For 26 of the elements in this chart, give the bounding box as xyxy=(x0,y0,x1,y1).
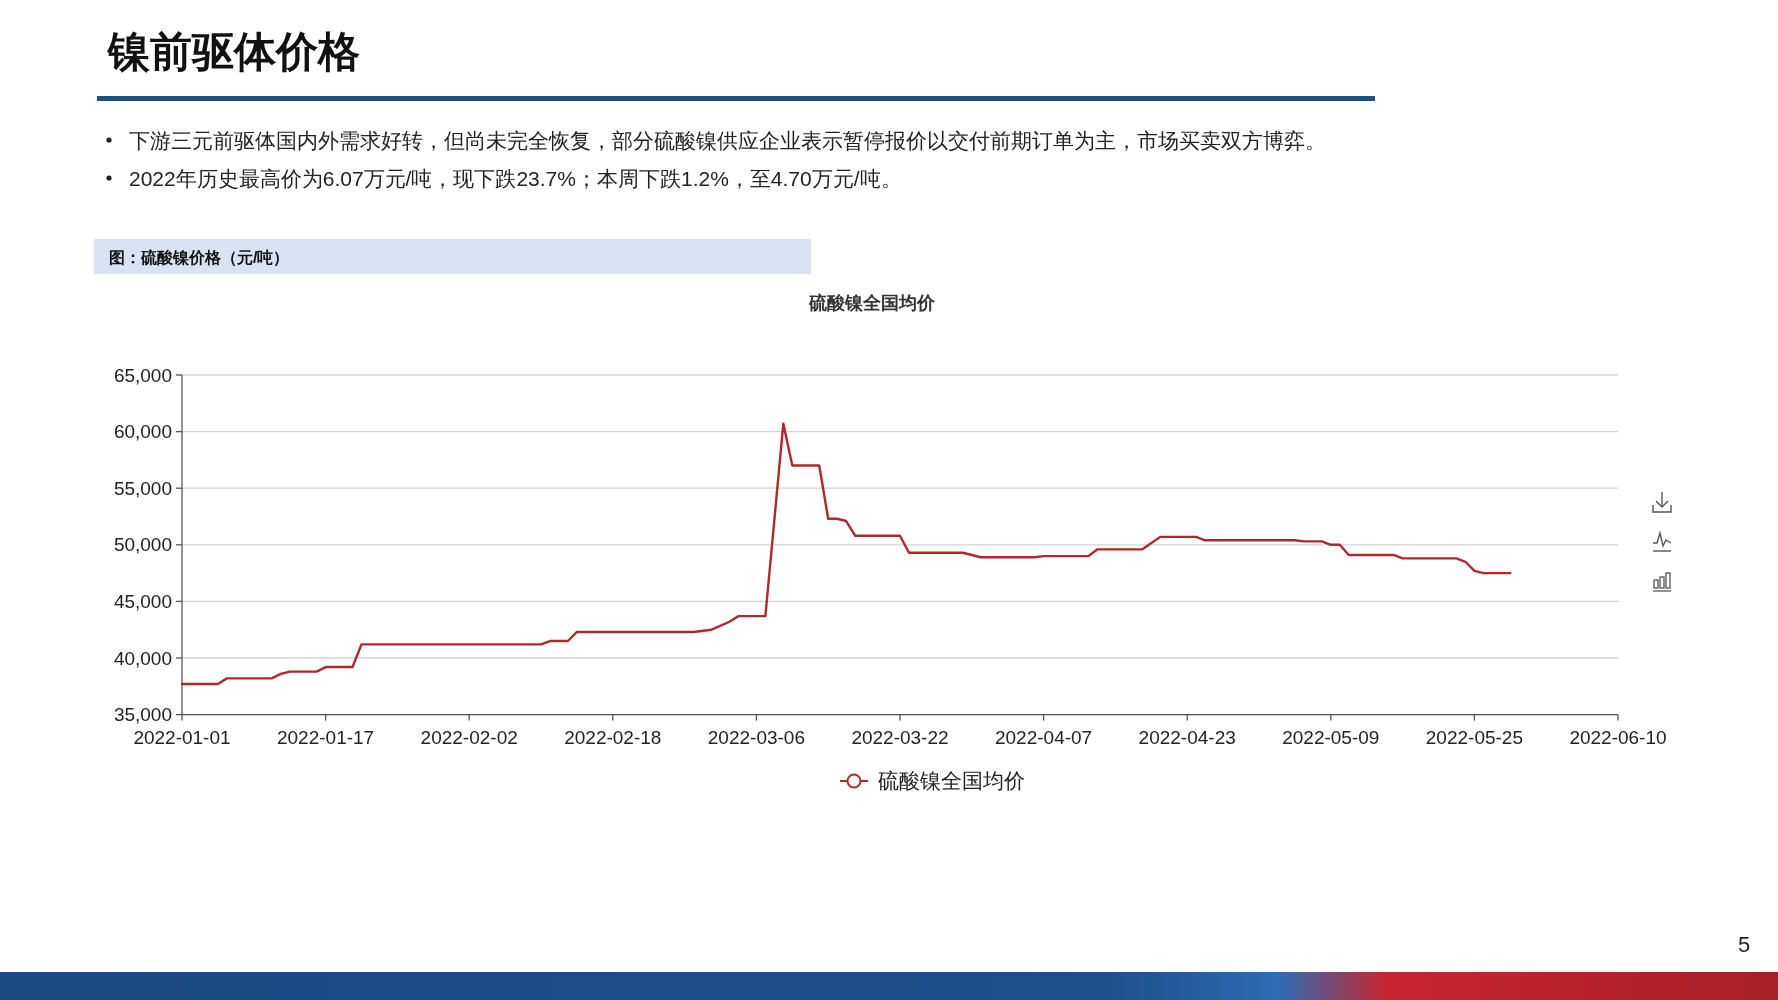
x-tick-label: 2022-06-10 xyxy=(1569,727,1667,749)
x-tick-label: 2022-01-17 xyxy=(277,727,375,749)
x-tick-label: 2022-02-18 xyxy=(564,727,662,749)
chart-subtitle: 图：硫酸镍价格（元/吨） xyxy=(109,248,290,267)
chart-title: 硫酸镍全国均价 xyxy=(808,293,936,313)
x-tick-label: 2022-02-02 xyxy=(420,727,518,749)
text: 5 xyxy=(1737,931,1751,957)
x-tick-label: 2022-01-01 xyxy=(133,727,231,749)
y-tick-label: 50,000 xyxy=(113,534,172,556)
y-tick-label: 55,000 xyxy=(113,477,172,499)
text: 下游三元前驱体国内外需求好转，但尚未完全恢复，部分硫酸镍供应企业表示暂停报价以交付前期订单为主，市场买卖双方博弈。 xyxy=(129,128,1326,152)
y-tick-label: 65,000 xyxy=(113,364,172,386)
x-tick-label: 2022-03-06 xyxy=(707,727,805,749)
y-tick-label: 45,000 xyxy=(113,590,172,612)
y-tick-label: 40,000 xyxy=(113,647,172,669)
x-tick-label: 2022-04-23 xyxy=(1138,727,1236,749)
text: 镍前驱体价格 xyxy=(106,28,360,75)
text: 2022年历史最高价为6.07万元/吨，现下跌23.7%；本周下跌1.2%，至4.70万元/吨。 xyxy=(129,166,902,190)
y-tick-label: 35,000 xyxy=(113,704,172,726)
x-tick-label: 2022-05-09 xyxy=(1282,727,1380,749)
x-tick-label: 2022-03-22 xyxy=(851,727,949,749)
x-tick-label: 2022-04-07 xyxy=(995,727,1093,749)
y-tick-label: 60,000 xyxy=(113,421,172,443)
x-tick-label: 2022-05-25 xyxy=(1425,727,1523,749)
line-series xyxy=(180,422,1512,686)
legend-label: 硫酸镍全国均价 xyxy=(878,769,1025,793)
